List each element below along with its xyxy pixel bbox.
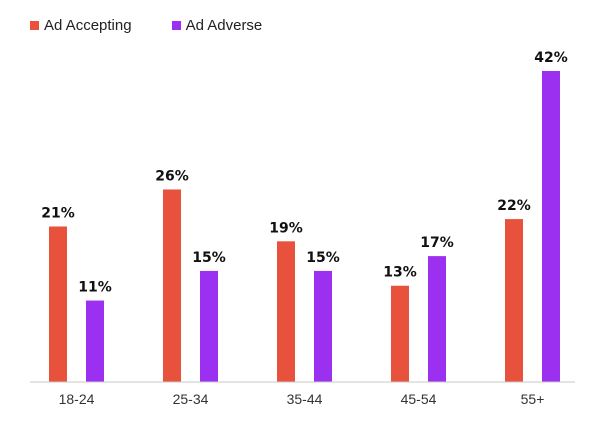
data-label-ad-accepting-45-54: 13% [383, 265, 417, 281]
x-tick-labels-group: 18-24 25-34 35-44 45-54 55+ [59, 391, 545, 407]
bar-ad-accepting-18-24 [49, 226, 67, 382]
x-tick-label-35-44: 35-44 [287, 391, 323, 407]
data-label-ad-adverse-35-44: 15% [306, 250, 340, 266]
x-tick-label-45-54: 45-54 [401, 391, 437, 407]
legend-label-ad-accepting: Ad Accepting [44, 17, 132, 34]
bar-ad-adverse-25-34 [200, 270, 218, 382]
legend-item-ad-adverse: Ad Adverse [171, 17, 263, 34]
data-label-ad-accepting-55+: 22% [497, 198, 531, 214]
x-tick-label-18-24: 18-24 [59, 391, 95, 407]
data-label-ad-adverse-18-24: 11% [78, 280, 112, 296]
legend: Ad Accepting Ad Adverse [30, 17, 302, 34]
data-label-ad-adverse-25-34: 15% [192, 250, 226, 266]
data-label-ad-adverse-55+: 42% [534, 50, 568, 66]
bar-ad-accepting-55+ [505, 219, 523, 382]
bar-ad-adverse-35-44 [314, 270, 332, 382]
bar-ad-accepting-25-34 [163, 189, 181, 382]
data-label-ad-adverse-45-54: 17% [420, 235, 454, 251]
bar-ad-adverse-45-54 [428, 256, 446, 382]
bar-ad-adverse-18-24 [86, 300, 104, 382]
data-label-ad-accepting-35-44: 19% [269, 220, 303, 236]
bar-ad-accepting-35-44 [277, 241, 295, 382]
legend-label-ad-adverse: Ad Adverse [185, 17, 263, 34]
legend-swatch-ad-accepting [30, 21, 39, 30]
bar-ad-adverse-55+ [542, 71, 560, 382]
legend-swatch-ad-adverse [171, 21, 181, 30]
legend-item-ad-accepting: Ad Accepting [30, 17, 132, 34]
data-label-ad-accepting-25-34: 26% [155, 168, 189, 184]
bars-group [49, 71, 560, 382]
x-tick-label-55+: 55+ [521, 391, 545, 407]
data-labels-group: 21% 26% 19% 13% 22% 11% 15% 15% 17% 42% [41, 50, 568, 296]
data-label-ad-accepting-18-24: 21% [41, 206, 75, 222]
x-tick-label-25-34: 25-34 [173, 391, 209, 407]
bar-ad-accepting-45-54 [391, 285, 409, 382]
